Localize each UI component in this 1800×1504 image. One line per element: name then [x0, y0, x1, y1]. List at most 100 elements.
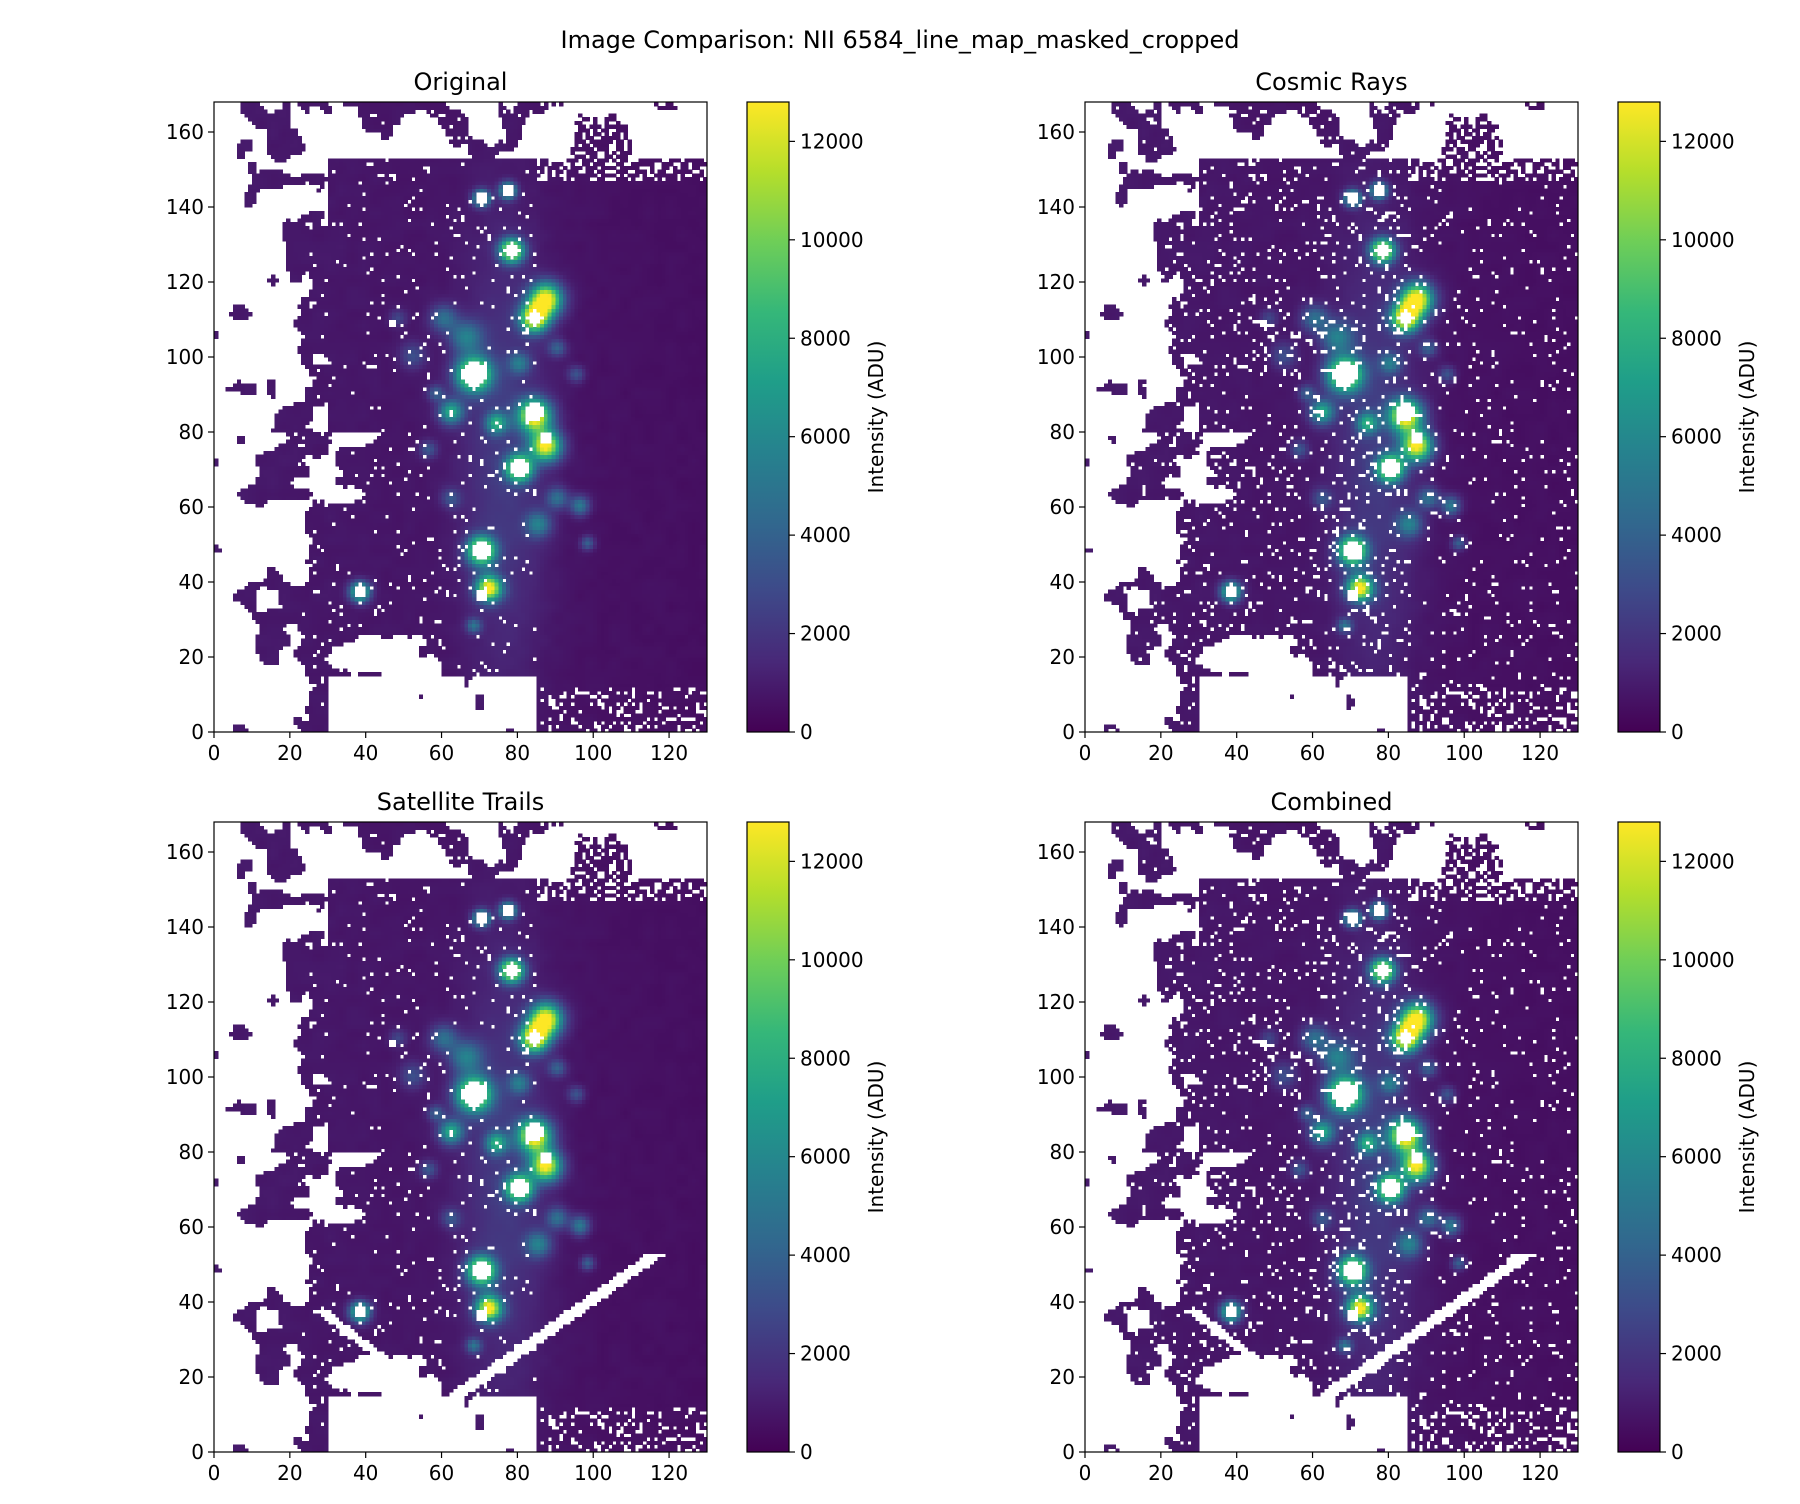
y-tick-label: 160	[166, 840, 204, 864]
y-tick-label: 100	[1037, 345, 1075, 369]
x-tick-label: 0	[208, 741, 221, 765]
colorbar-gradient	[1618, 822, 1660, 1452]
colorbar-tick-label: 8000	[1671, 326, 1722, 350]
y-tick-label: 20	[179, 1365, 204, 1389]
y-tick-label: 0	[1062, 1440, 1075, 1464]
colorbar-tick-label: 0	[800, 1440, 813, 1464]
heatmap-image	[1085, 822, 1579, 1453]
y-tick-label: 120	[1037, 270, 1075, 294]
x-tick-label: 120	[650, 741, 688, 765]
colorbar-gradient	[747, 102, 789, 732]
y-tick-label: 0	[191, 720, 204, 744]
colorbar-tick-label: 10000	[1671, 228, 1735, 252]
y-tick-label: 0	[191, 1440, 204, 1464]
colorbar-tick-label: 6000	[1671, 1145, 1722, 1169]
colorbar-tick-label: 12000	[1671, 129, 1735, 153]
y-tick-label: 60	[1050, 1215, 1075, 1239]
x-tick-label: 100	[1445, 741, 1483, 765]
y-tick-label: 140	[1037, 915, 1075, 939]
colorbar: 0 2000 4000 6000 8000 10000 12000 Intensity (AD…	[1618, 822, 1759, 1464]
y-tick-label: 140	[166, 915, 204, 939]
colorbar-tick-label: 8000	[800, 326, 851, 350]
y-tick-label: 60	[179, 1215, 204, 1239]
figure-title: Image Comparison: NII 6584_line_map_mask…	[561, 26, 1240, 54]
x-tick-label: 60	[1300, 741, 1325, 765]
x-tick-label: 120	[1521, 1461, 1559, 1485]
y-tick-label: 20	[1050, 645, 1075, 669]
colorbar-tick-label: 8000	[1671, 1046, 1722, 1070]
subplot-title: Combined	[1271, 788, 1393, 816]
x-tick-label: 100	[574, 1461, 612, 1485]
colorbar-tick-label: 8000	[800, 1046, 851, 1070]
x-tick-label: 40	[1224, 1461, 1249, 1485]
y-tick-label: 140	[1037, 195, 1075, 219]
y-tick-label: 100	[166, 345, 204, 369]
colorbar-tick-label: 6000	[1671, 425, 1722, 449]
colorbar-tick-label: 12000	[800, 849, 864, 873]
subplot-title: Original	[414, 68, 508, 96]
x-tick-label: 40	[1224, 741, 1249, 765]
colorbar-tick-label: 4000	[800, 523, 851, 547]
colorbar-label: Intensity (ADU)	[864, 341, 888, 494]
y-tick-label: 160	[1037, 120, 1075, 144]
heatmap-image	[214, 102, 708, 733]
x-tick-label: 40	[353, 1461, 378, 1485]
heatmap-image	[1085, 102, 1579, 733]
y-tick-label: 160	[1037, 840, 1075, 864]
colorbar-tick-label: 2000	[1671, 1342, 1722, 1366]
x-tick-label: 20	[277, 741, 302, 765]
subplot-title: Satellite Trails	[377, 788, 544, 816]
y-tick-label: 100	[166, 1065, 204, 1089]
colorbar-tick-label: 12000	[1671, 849, 1735, 873]
colorbar-label: Intensity (ADU)	[864, 1061, 888, 1214]
x-tick-label: 120	[650, 1461, 688, 1485]
x-tick-label: 20	[1148, 1461, 1173, 1485]
x-tick-label: 0	[208, 1461, 221, 1485]
x-tick-label: 120	[1521, 741, 1559, 765]
x-tick-label: 0	[1079, 1461, 1092, 1485]
y-tick-label: 120	[166, 990, 204, 1014]
colorbar-tick-label: 6000	[800, 425, 851, 449]
colorbar-tick-label: 0	[1671, 1440, 1684, 1464]
y-tick-label: 140	[166, 195, 204, 219]
y-tick-label: 40	[1050, 570, 1075, 594]
colorbar-label: Intensity (ADU)	[1735, 1061, 1759, 1214]
x-tick-label: 80	[1376, 741, 1401, 765]
colorbar-tick-label: 4000	[1671, 523, 1722, 547]
x-tick-label: 80	[505, 1461, 530, 1485]
x-tick-label: 100	[574, 741, 612, 765]
colorbar-tick-label: 6000	[800, 1145, 851, 1169]
x-tick-label: 100	[1445, 1461, 1483, 1485]
colorbar-gradient	[1618, 102, 1660, 732]
y-tick-label: 40	[1050, 1290, 1075, 1314]
y-tick-label: 120	[166, 270, 204, 294]
colorbar-gradient	[747, 822, 789, 1452]
colorbar-tick-label: 2000	[800, 622, 851, 646]
y-tick-label: 80	[1050, 420, 1075, 444]
x-tick-label: 60	[1300, 1461, 1325, 1485]
y-tick-label: 120	[1037, 990, 1075, 1014]
y-tick-label: 80	[179, 1140, 204, 1164]
y-tick-label: 40	[179, 1290, 204, 1314]
colorbar-tick-label: 2000	[1671, 622, 1722, 646]
colorbar-tick-label: 2000	[800, 1342, 851, 1366]
colorbar-tick-label: 10000	[800, 948, 864, 972]
colorbar-tick-label: 4000	[1671, 1243, 1722, 1267]
colorbar-tick-label: 10000	[1671, 948, 1735, 972]
colorbar-tick-label: 0	[800, 720, 813, 744]
y-tick-label: 0	[1062, 720, 1075, 744]
colorbar-tick-label: 10000	[800, 228, 864, 252]
y-tick-label: 80	[179, 420, 204, 444]
x-tick-label: 0	[1079, 741, 1092, 765]
y-tick-label: 20	[179, 645, 204, 669]
y-tick-label: 160	[166, 120, 204, 144]
x-tick-label: 80	[1376, 1461, 1401, 1485]
